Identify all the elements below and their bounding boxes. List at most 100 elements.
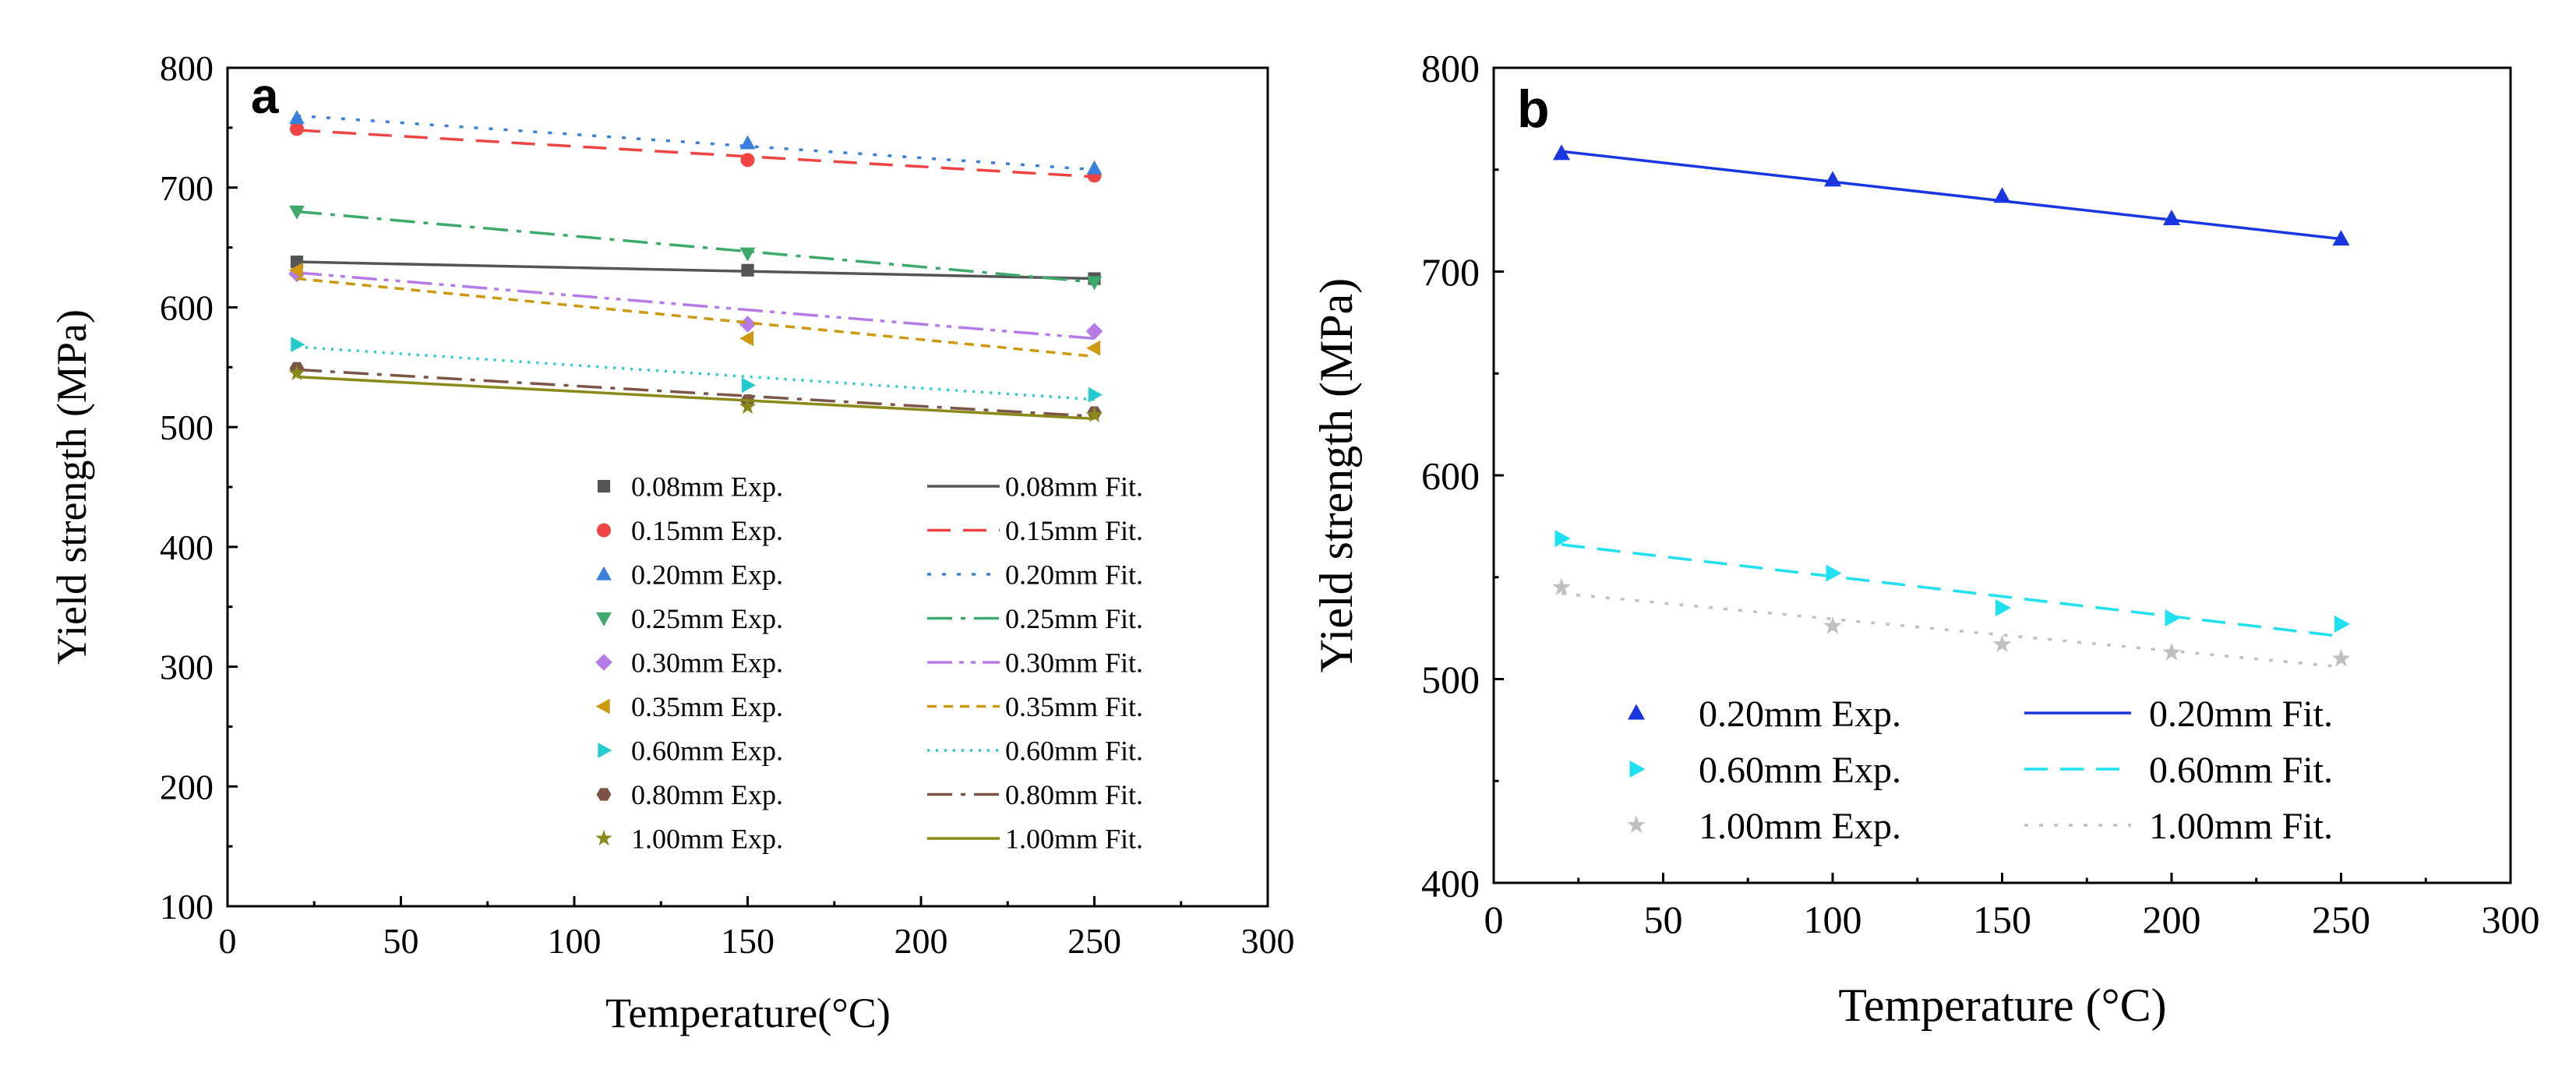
legend-label-fit: 1.00mm Fit. [1005,824,1143,855]
data-point [2331,648,2351,667]
legend-label-fit: 0.60mm Fit. [1005,736,1143,767]
x-tick-label: 250 [2312,898,2370,941]
legend-label-exp: 1.00mm Exp. [631,824,783,855]
fit-line [296,375,1095,421]
x-tick-label: 50 [1644,898,1683,941]
data-point [1086,160,1103,175]
fit-line [1561,150,2341,241]
legend-label-exp: 0.60mm Exp. [631,736,783,767]
data-point [289,110,305,125]
fit-line [296,114,1095,171]
fit-line [296,129,1095,178]
data-point [739,247,756,262]
legend-label-exp: 0.30mm Exp. [631,648,783,679]
data-point [1553,144,1570,161]
legend-label-fit: 0.30mm Fit. [1005,648,1143,679]
data-point [1993,187,2011,203]
data-point [289,205,305,220]
legend-marker [1628,704,1645,720]
legend-marker [596,788,612,801]
x-tick-label: 0 [219,921,237,961]
data-point [739,397,757,415]
y-tick-label: 800 [1421,47,1480,90]
data-point [2162,643,2181,661]
legend-marker [595,654,612,671]
y-axis-title: Yield strength (MPa) [48,309,95,665]
legend-label-fit: 0.35mm Fit. [1005,691,1143,722]
legend-marker [1627,815,1646,834]
legend-label-exp: 0.20mm Exp. [631,559,783,591]
y-tick-label: 200 [160,767,213,807]
legend-marker [598,743,612,758]
data-point [741,263,754,277]
y-tick-label: 100 [160,887,213,927]
chart-panel-a: 0 50 100 150 200 250 300 100 200 300 400 500 600 700 8… [48,48,1295,1036]
data-point [1823,616,1842,634]
y-tick-label: 400 [1421,862,1480,905]
data-point [1826,564,1842,582]
data-point [1085,323,1103,340]
legend-marker [596,612,612,627]
legend-label-exp: 0.08mm Exp. [631,471,783,503]
data-point [1088,386,1103,403]
series-group: 1.00mm Exp. 1.00mm Fit. [1552,577,2351,847]
series-group: 0.35mm Exp. 0.35mm Fit. [288,262,1143,722]
legend-label-exp: 0.15mm Exp. [631,515,783,546]
series-group: 0.60mm Exp. 0.60mm Fit. [291,337,1143,767]
fit-line [296,271,1095,341]
legend-label-exp: 0.80mm Exp. [631,779,783,810]
x-tick-label: 200 [895,921,948,961]
series-group: 1.00mm Exp. 1.00mm Fit. [288,364,1143,855]
x-tick-label: 250 [1067,921,1121,961]
data-point [741,377,756,394]
y-tick-label: 700 [1421,250,1480,294]
legend-marker [597,479,611,493]
legend-label-fit: 0.60mm Fit. [2149,750,2333,791]
legend-marker [1629,761,1646,778]
legend-label-exp: 0.60mm Exp. [1699,750,1901,791]
data-point [2163,210,2180,226]
legend-marker [595,698,610,715]
x-tick-label: 300 [2482,898,2540,941]
panel-letter: b [1517,79,1550,139]
x-tick-label: 100 [548,921,602,961]
fit-line [296,210,1095,284]
x-axis-title: Temperature (°C) [1838,979,2166,1031]
data-point [1992,634,2012,653]
x-axis-title: Temperature(°C) [605,990,891,1036]
legend-label-fit: 0.25mm Fit. [1005,603,1143,634]
fit-line [296,345,1095,401]
y-tick-label: 300 [160,648,213,687]
data-point [740,153,755,168]
legend-marker [597,523,611,538]
legend-label-fit: 0.08mm Fit. [1005,471,1143,503]
y-tick-label: 700 [160,168,213,208]
x-tick-label: 300 [1241,921,1295,961]
series-group: 0.30mm Exp. 0.30mm Fit. [288,265,1143,679]
data-point [1996,598,2011,616]
data-point [739,316,757,333]
x-tick-label: 0 [1484,898,1504,941]
y-axis-title: Yield strength (MPa) [1311,278,1362,673]
legend-label-fit: 0.20mm Fit. [2149,694,2333,735]
legend-marker [596,566,612,581]
data-point [288,364,305,381]
chart-panel-b: 0 50 100 150 200 250 300 400 500 600 700 800 Tempera… [1311,47,2540,1032]
legend-label-exp: 0.20mm Exp. [1699,694,1901,735]
x-tick-label: 50 [383,921,419,961]
panel-letter: a [251,68,279,124]
legend-label-exp: 0.25mm Exp. [631,603,783,634]
series-group: 0.08mm Exp. 0.08mm Fit. [290,255,1143,503]
fit-line [1561,543,2341,638]
x-tick-label: 150 [1973,898,2031,941]
fit-line [296,277,1095,358]
data-point [2334,615,2350,633]
fit-line [296,260,1095,281]
data-point [1086,276,1103,291]
y-tick-label: 500 [1421,658,1480,701]
x-tick-label: 150 [721,921,775,961]
data-point [1085,406,1103,422]
fit-line [1561,591,2341,669]
data-point [1554,530,1571,548]
data-point [2332,230,2350,246]
